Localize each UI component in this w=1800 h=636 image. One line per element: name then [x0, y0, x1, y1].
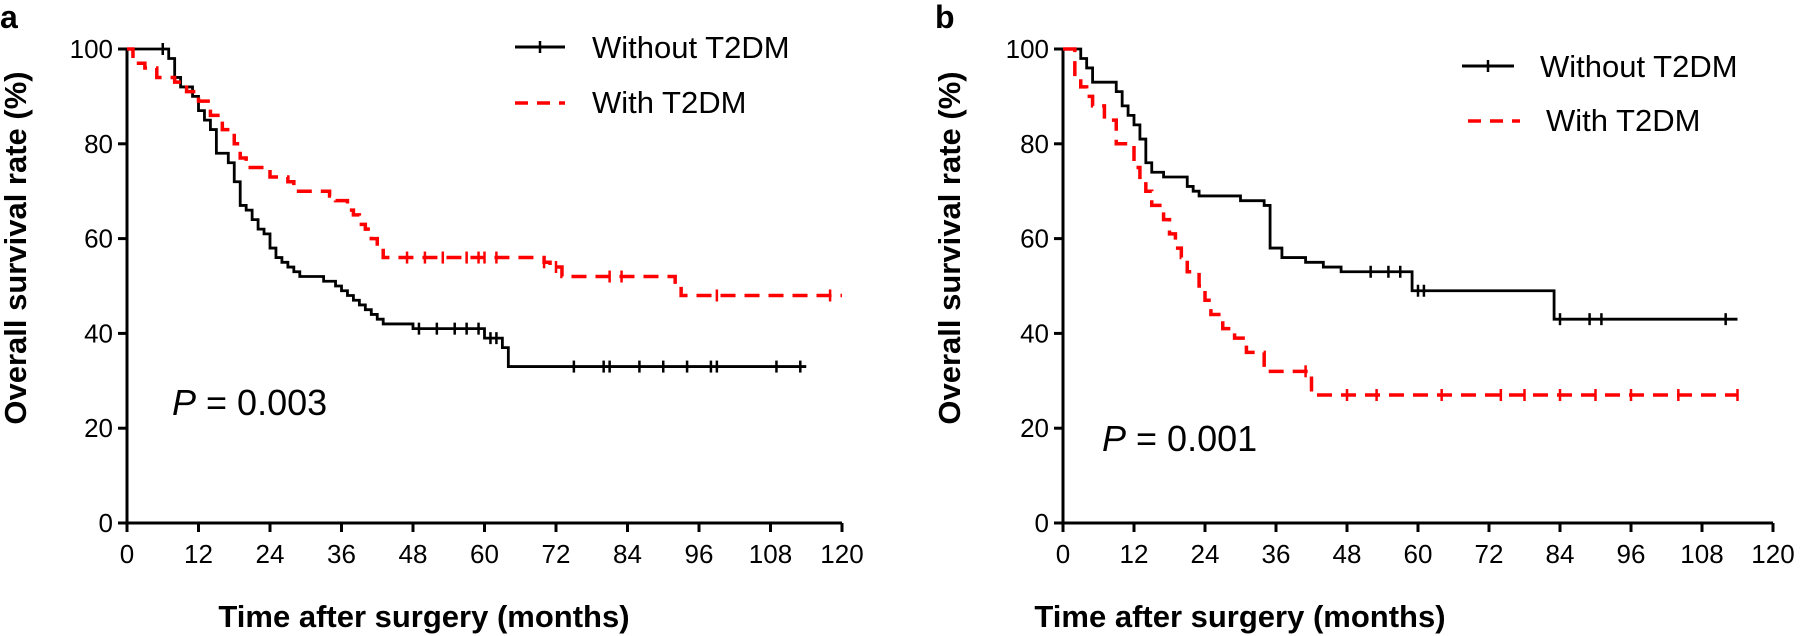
legend-label-without: Without T2DM [592, 30, 790, 65]
p-symbol: P [1102, 418, 1126, 459]
y-tick-label: 0 [99, 508, 113, 538]
y-tick-label: 60 [1020, 224, 1049, 254]
panel-a: a Overall survival rate (%) Time after s… [0, 0, 864, 634]
x-tick-label: 0 [1056, 539, 1070, 569]
p-value-annotation: P = 0.003 [172, 382, 327, 423]
y-tick-label: 60 [84, 224, 113, 254]
y-tick-label: 40 [84, 318, 113, 348]
x-tick-label: 36 [327, 539, 356, 569]
legend: Without T2DM With T2DM [1462, 49, 1738, 138]
series-layer [127, 43, 842, 373]
y-axis-title: Overall survival rate (%) [932, 71, 967, 424]
x-tick-label: 84 [613, 539, 642, 569]
axes: 0 12 24 36 48 60 72 84 96 108 120 0 20 40 60 80 100 [1006, 34, 1795, 569]
panel-letter: a [0, 0, 18, 35]
p-value: = 0.001 [1126, 418, 1257, 459]
x-tick-label: 120 [1751, 539, 1794, 569]
y-tick-label: 80 [84, 129, 113, 159]
p-value-annotation: P = 0.001 [1102, 418, 1257, 459]
y-tick-label: 0 [1035, 508, 1049, 538]
panel-b: b Overall survival rate (%) Time after s… [932, 0, 1795, 634]
x-tick-label: 96 [1617, 539, 1646, 569]
x-tick-label: 48 [399, 539, 428, 569]
x-tick-label: 72 [542, 539, 571, 569]
x-tick-label: 60 [470, 539, 499, 569]
y-tick-label: 100 [1006, 34, 1049, 64]
x-tick-label: 12 [1120, 539, 1149, 569]
legend-label-without: Without T2DM [1540, 49, 1738, 84]
y-tick-label: 20 [1020, 413, 1049, 443]
y-tick-label: 80 [1020, 129, 1049, 159]
x-tick-label: 0 [120, 539, 134, 569]
x-tick-label: 84 [1546, 539, 1575, 569]
series-layer [1063, 47, 1739, 402]
legend: Without T2DM With T2DM [515, 30, 790, 120]
axes: 0 12 24 36 48 60 72 84 96 108 120 0 20 40 60 80 100 [70, 34, 864, 569]
x-tick-label: 108 [749, 539, 792, 569]
y-tick-label: 40 [1020, 318, 1049, 348]
x-tick-label: 96 [685, 539, 714, 569]
x-tick-label: 60 [1404, 539, 1433, 569]
y-tick-label: 20 [84, 413, 113, 443]
x-tick-label: 24 [256, 539, 285, 569]
x-axis-title: Time after surgery (months) [218, 599, 629, 634]
series-line-without-t2dm [127, 47, 807, 368]
x-tick-label: 72 [1475, 539, 1504, 569]
y-axis-title: Overall survival rate (%) [0, 71, 33, 424]
x-tick-label: 24 [1191, 539, 1220, 569]
p-value: = 0.003 [196, 382, 327, 423]
panel-letter: b [935, 0, 955, 35]
legend-label-with: With T2DM [1546, 103, 1700, 138]
legend-label-with: With T2DM [592, 85, 746, 120]
y-tick-label: 100 [70, 34, 113, 64]
x-tick-label: 120 [820, 539, 863, 569]
x-tick-label: 48 [1333, 539, 1362, 569]
x-tick-label: 12 [184, 539, 213, 569]
x-axis-title: Time after surgery (months) [1034, 599, 1445, 634]
p-symbol: P [172, 382, 196, 423]
series-line-with-t2dm [1063, 47, 1738, 397]
x-tick-label: 36 [1262, 539, 1291, 569]
x-tick-label: 108 [1680, 539, 1723, 569]
series-line-without-t2dm [1063, 47, 1738, 321]
